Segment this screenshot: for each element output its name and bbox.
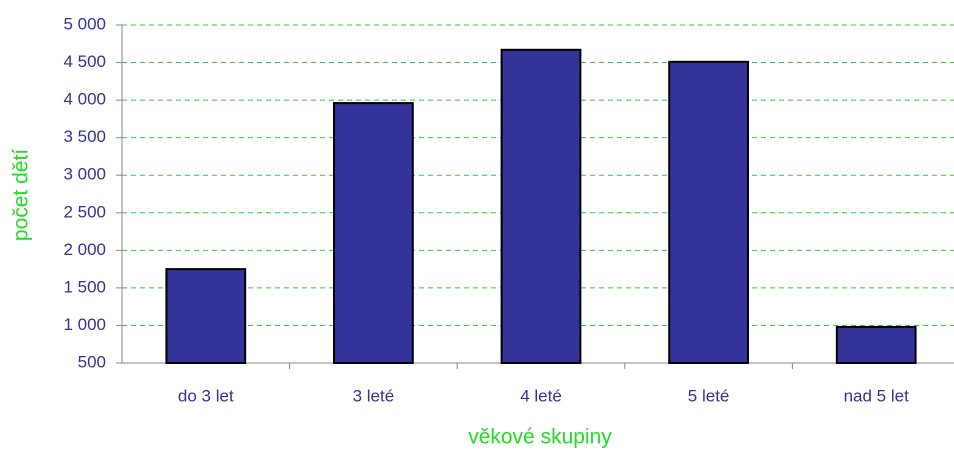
y-tick-label: 1 500	[63, 277, 106, 296]
y-tick-label: 1 000	[63, 315, 106, 334]
bar	[668, 60, 749, 364]
y-axis-title: počet dětí	[10, 149, 33, 241]
y-tick-label: 3 500	[63, 127, 106, 146]
x-tick-label: nad 5 let	[844, 386, 909, 405]
y-tick-label: 4 500	[63, 52, 106, 71]
y-tick-label: 5 000	[63, 14, 106, 33]
y-tick-label: 3 000	[63, 165, 106, 184]
bar	[333, 102, 414, 364]
y-tick-label: 2 000	[63, 240, 106, 259]
x-tick-label: 4 leté	[520, 386, 562, 405]
bar	[835, 325, 917, 364]
x-axis-title: věkové skupiny	[468, 426, 612, 449]
x-tick-label: 3 leté	[353, 386, 395, 405]
bar	[500, 48, 582, 365]
y-tick-label: 4 000	[63, 90, 106, 109]
bar	[165, 268, 247, 364]
x-tick-label: 5 leté	[688, 386, 730, 405]
x-tick-label: do 3 let	[178, 386, 234, 405]
y-tick-label: 500	[78, 352, 106, 371]
y-tick-label: 2 500	[63, 202, 106, 221]
